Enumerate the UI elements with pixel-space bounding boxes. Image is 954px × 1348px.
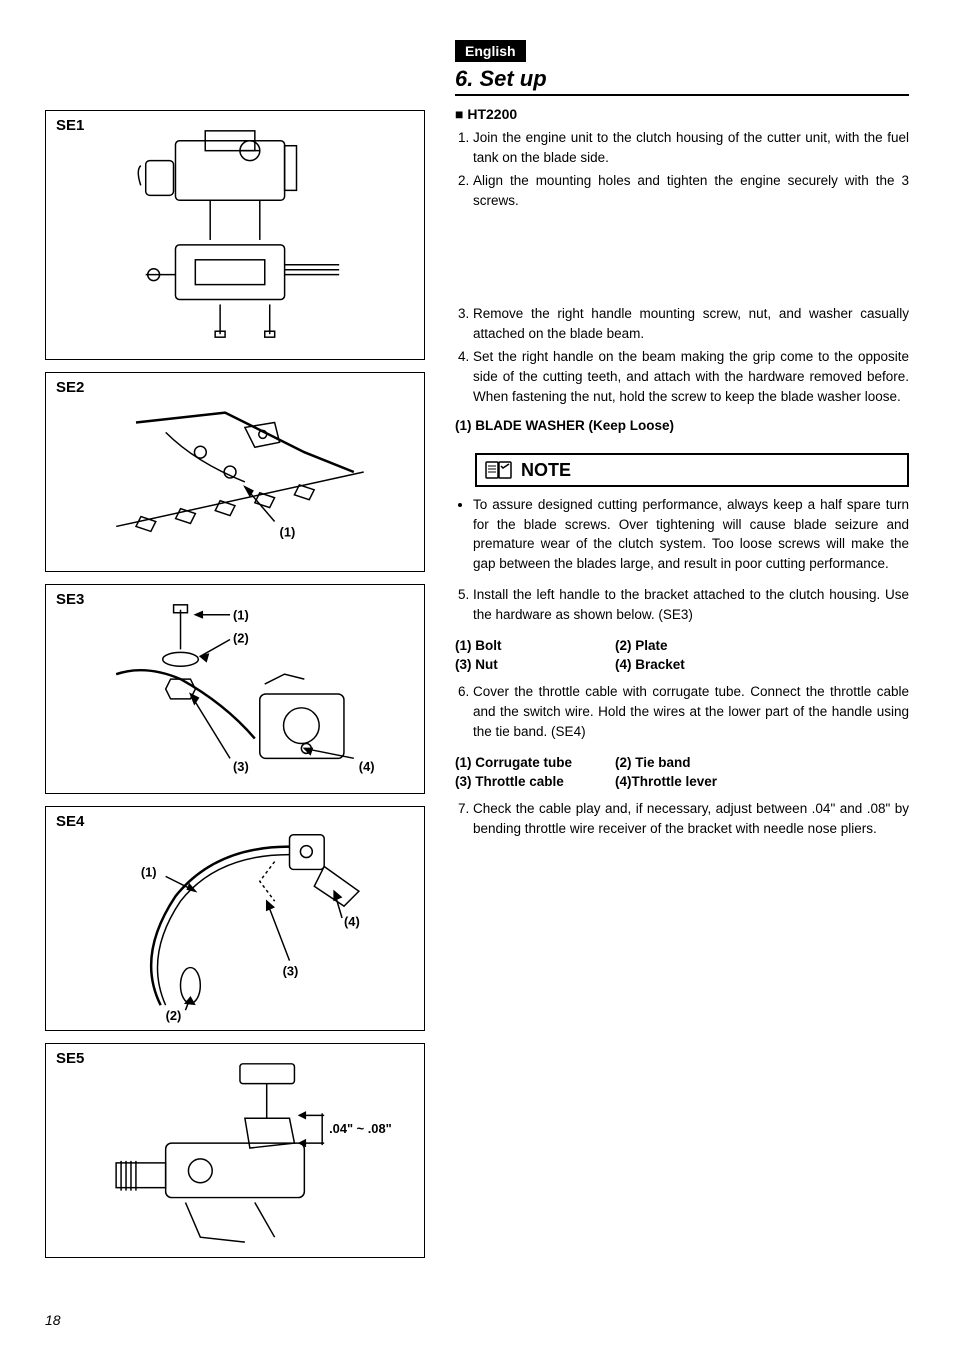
callout-3: (3) — [233, 759, 249, 774]
step-7: Check the cable play and, if necessary, … — [473, 799, 909, 838]
figure-se1-svg — [46, 111, 424, 359]
legend-item: (1) Bolt — [455, 638, 615, 653]
blade-washer-note: (1) BLADE WASHER (Keep Loose) — [455, 418, 909, 433]
note-text: To assure designed cutting performance, … — [473, 495, 909, 573]
legend-se3-row1: (1) Bolt (2) Plate — [455, 638, 909, 653]
text-column: English 6. Set up HT2200 Join the engine… — [455, 40, 909, 1318]
step-4: Set the right handle on the beam making … — [473, 347, 909, 406]
model-heading: HT2200 — [455, 106, 909, 122]
steps-7: Check the cable play and, if necessary, … — [455, 799, 909, 842]
step-5: Install the left handle to the bracket a… — [473, 585, 909, 624]
legend-item: (2) Plate — [615, 638, 668, 653]
figure-se2: SE2 (1) — [45, 372, 425, 572]
figure-se3-svg: (1) (2) (3) (4) — [46, 585, 424, 793]
legend-item: (4)Throttle lever — [615, 774, 717, 789]
callout-1: (1) — [141, 864, 157, 879]
figure-se5-svg: .04" ~ .08" — [46, 1044, 424, 1257]
figures-column: SE1 — [45, 40, 425, 1318]
figure-label: SE3 — [56, 591, 84, 608]
steps-6: Cover the throttle cable with corrugate … — [455, 682, 909, 745]
note-icon — [485, 459, 513, 481]
step-2: Align the mounting holes and tighten the… — [473, 171, 909, 210]
steps-1-2: Join the engine unit to the clutch housi… — [455, 128, 909, 214]
callout-3: (3) — [283, 963, 299, 978]
step-6: Cover the throttle cable with corrugate … — [473, 682, 909, 741]
note-label: NOTE — [521, 460, 571, 481]
figure-label: SE4 — [56, 813, 84, 830]
figure-se2-svg: (1) — [46, 373, 424, 571]
step-1: Join the engine unit to the clutch housi… — [473, 128, 909, 167]
callout-4: (4) — [344, 914, 360, 929]
legend-item: (4) Bracket — [615, 657, 685, 672]
legend-item: (3) Nut — [455, 657, 615, 672]
legend-item: (2) Tie band — [615, 755, 691, 770]
steps-5: Install the left handle to the bracket a… — [455, 585, 909, 628]
figure-label: SE2 — [56, 379, 84, 396]
step-3: Remove the right handle mounting screw, … — [473, 304, 909, 343]
steps-3-4: Remove the right handle mounting screw, … — [455, 304, 909, 410]
legend-se3-row2: (3) Nut (4) Bracket — [455, 657, 909, 672]
figure-label: SE5 — [56, 1050, 84, 1067]
figure-se4-svg: (1) (2) (3) (4) — [46, 807, 424, 1030]
note-list: To assure designed cutting performance, … — [455, 495, 909, 573]
header-block: English 6. Set up — [455, 40, 909, 106]
page-number: 18 — [45, 1312, 61, 1328]
figure-label: SE1 — [56, 117, 84, 134]
legend-se4-row2: (3) Throttle cable (4)Throttle lever — [455, 774, 909, 789]
figure-se5: SE5 . — [45, 1043, 425, 1258]
language-badge: English — [455, 40, 526, 62]
callout-2: (2) — [233, 630, 249, 645]
section-title: 6. Set up — [455, 66, 909, 96]
measurement-text: .04" ~ .08" — [329, 1121, 392, 1136]
callout-4: (4) — [359, 759, 375, 774]
legend-item: (3) Throttle cable — [455, 774, 615, 789]
callout-1: (1) — [280, 524, 296, 539]
note-box: NOTE — [475, 453, 909, 487]
figure-se3: SE3 (1) — [45, 584, 425, 794]
legend-se4-row1: (1) Corrugate tube (2) Tie band — [455, 755, 909, 770]
figure-se4: SE4 (1) (2) (3) — [45, 806, 425, 1031]
callout-1: (1) — [233, 608, 249, 623]
figure-se1: SE1 — [45, 110, 425, 360]
legend-item: (1) Corrugate tube — [455, 755, 615, 770]
callout-2: (2) — [166, 1008, 182, 1023]
page-layout: SE1 — [45, 40, 909, 1318]
